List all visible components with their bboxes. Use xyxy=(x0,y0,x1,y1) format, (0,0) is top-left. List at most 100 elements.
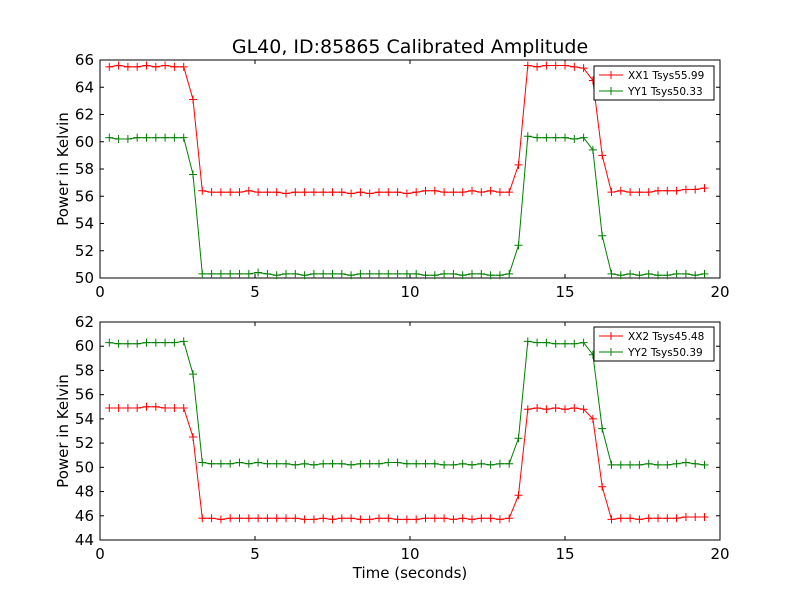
data-point xyxy=(133,339,142,348)
series-1 xyxy=(105,402,709,524)
data-point xyxy=(468,269,476,278)
data-point xyxy=(170,133,179,142)
data-point xyxy=(514,434,523,443)
data-point xyxy=(561,339,569,348)
data-point xyxy=(282,269,290,278)
data-point xyxy=(393,269,402,278)
data-point xyxy=(319,514,328,523)
data-point xyxy=(691,185,700,194)
data-point xyxy=(616,186,625,195)
data-point xyxy=(402,459,411,468)
data-point xyxy=(542,61,551,70)
data-point xyxy=(337,459,346,468)
y-tick-label: 54 xyxy=(75,215,94,233)
y-tick-label: 64 xyxy=(75,78,94,96)
data-point xyxy=(505,459,514,468)
data-point xyxy=(579,338,588,347)
data-point xyxy=(384,514,393,523)
data-point xyxy=(570,339,579,348)
data-point xyxy=(272,271,281,280)
data-point xyxy=(207,514,216,523)
y-tick-label: 58 xyxy=(75,361,94,379)
data-point xyxy=(551,133,560,142)
data-point xyxy=(300,515,309,524)
data-point xyxy=(598,482,607,491)
data-point xyxy=(263,269,272,278)
data-point xyxy=(328,269,337,278)
data-point xyxy=(263,459,272,468)
data-point xyxy=(207,459,216,468)
data-point xyxy=(616,271,625,280)
legend-marker xyxy=(607,87,615,95)
data-point xyxy=(123,62,132,71)
data-point xyxy=(700,269,709,278)
data-point xyxy=(561,61,569,70)
data-point xyxy=(244,269,253,278)
data-point xyxy=(291,269,300,278)
data-point xyxy=(579,133,588,142)
data-point xyxy=(607,269,616,278)
x-tick-label: 0 xyxy=(95,283,105,301)
data-point xyxy=(486,460,495,469)
legend-label: XX2 Tsys45.48 xyxy=(628,331,704,343)
data-point xyxy=(635,271,644,280)
data-point xyxy=(468,186,476,195)
data-point xyxy=(161,403,170,412)
data-point xyxy=(542,133,551,142)
data-point xyxy=(635,188,644,197)
data-point xyxy=(365,269,374,278)
x-tick-label: 20 xyxy=(710,545,729,563)
y-axis-label: Power in Kelvin xyxy=(54,374,72,488)
data-point xyxy=(607,188,616,197)
data-point xyxy=(282,459,290,468)
data-point xyxy=(282,189,290,198)
data-point xyxy=(142,338,151,347)
data-point xyxy=(142,133,151,142)
data-point xyxy=(402,515,411,524)
data-point xyxy=(235,269,244,278)
data-point xyxy=(588,145,597,154)
data-point xyxy=(123,135,132,144)
data-point xyxy=(198,514,207,523)
x-tick-label: 20 xyxy=(710,283,729,301)
data-point xyxy=(189,170,197,179)
data-point xyxy=(421,186,430,195)
data-point xyxy=(626,269,635,278)
data-point xyxy=(505,188,514,197)
data-point xyxy=(635,515,644,524)
data-point xyxy=(300,271,309,280)
y-tick-label: 60 xyxy=(75,337,94,355)
data-point xyxy=(561,405,569,414)
data-point xyxy=(663,460,672,469)
bottom-panel: 0 5 10 15 20 44 46 48 50 52 54 56 58 60 62 Power in Kel… xyxy=(54,313,730,563)
y-tick-label: 50 xyxy=(75,269,94,287)
data-point xyxy=(607,515,616,524)
data-point xyxy=(626,188,635,197)
data-point xyxy=(393,458,402,467)
data-point xyxy=(170,403,179,412)
x-tick-label: 10 xyxy=(400,283,419,301)
data-point xyxy=(440,269,449,278)
data-point xyxy=(681,269,690,278)
data-point xyxy=(691,271,700,280)
data-point xyxy=(142,61,151,70)
legend: XX2 Tsys45.48 YY2 Tsys50.39 xyxy=(593,326,715,362)
data-point xyxy=(691,512,700,521)
data-point xyxy=(114,135,123,144)
y-tick-label: 44 xyxy=(75,531,94,549)
data-point xyxy=(309,188,318,197)
data-point xyxy=(133,133,142,142)
data-point xyxy=(105,403,114,412)
data-point xyxy=(291,460,300,469)
data-point xyxy=(133,403,142,412)
data-point xyxy=(412,269,421,278)
data-point xyxy=(105,338,114,347)
data-point xyxy=(430,271,439,280)
data-point xyxy=(291,188,300,197)
data-point xyxy=(495,188,504,197)
data-point xyxy=(598,424,607,433)
data-point xyxy=(412,188,421,197)
series-2 xyxy=(105,337,709,469)
data-point xyxy=(384,458,393,467)
data-point xyxy=(244,459,253,468)
